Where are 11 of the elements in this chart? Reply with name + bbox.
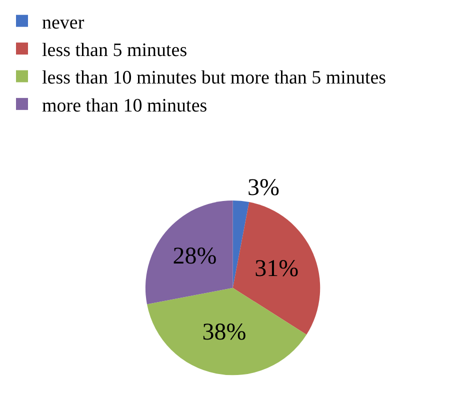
legend-label: more than 10 minutes [42, 95, 208, 116]
pie-slice [232, 200, 250, 288]
data-label: 38% [202, 319, 246, 346]
data-label: 3% [248, 175, 280, 202]
legend-label: never [42, 12, 85, 34]
data-label: 31% [254, 256, 299, 282]
data-label: 28% [172, 243, 217, 270]
legend-label: less than 10 minutes but more than 5 minutes [42, 68, 386, 89]
pie-slice [146, 288, 307, 376]
pie-slice [146, 200, 233, 304]
legend-label: less than 5 minutes [42, 40, 188, 61]
